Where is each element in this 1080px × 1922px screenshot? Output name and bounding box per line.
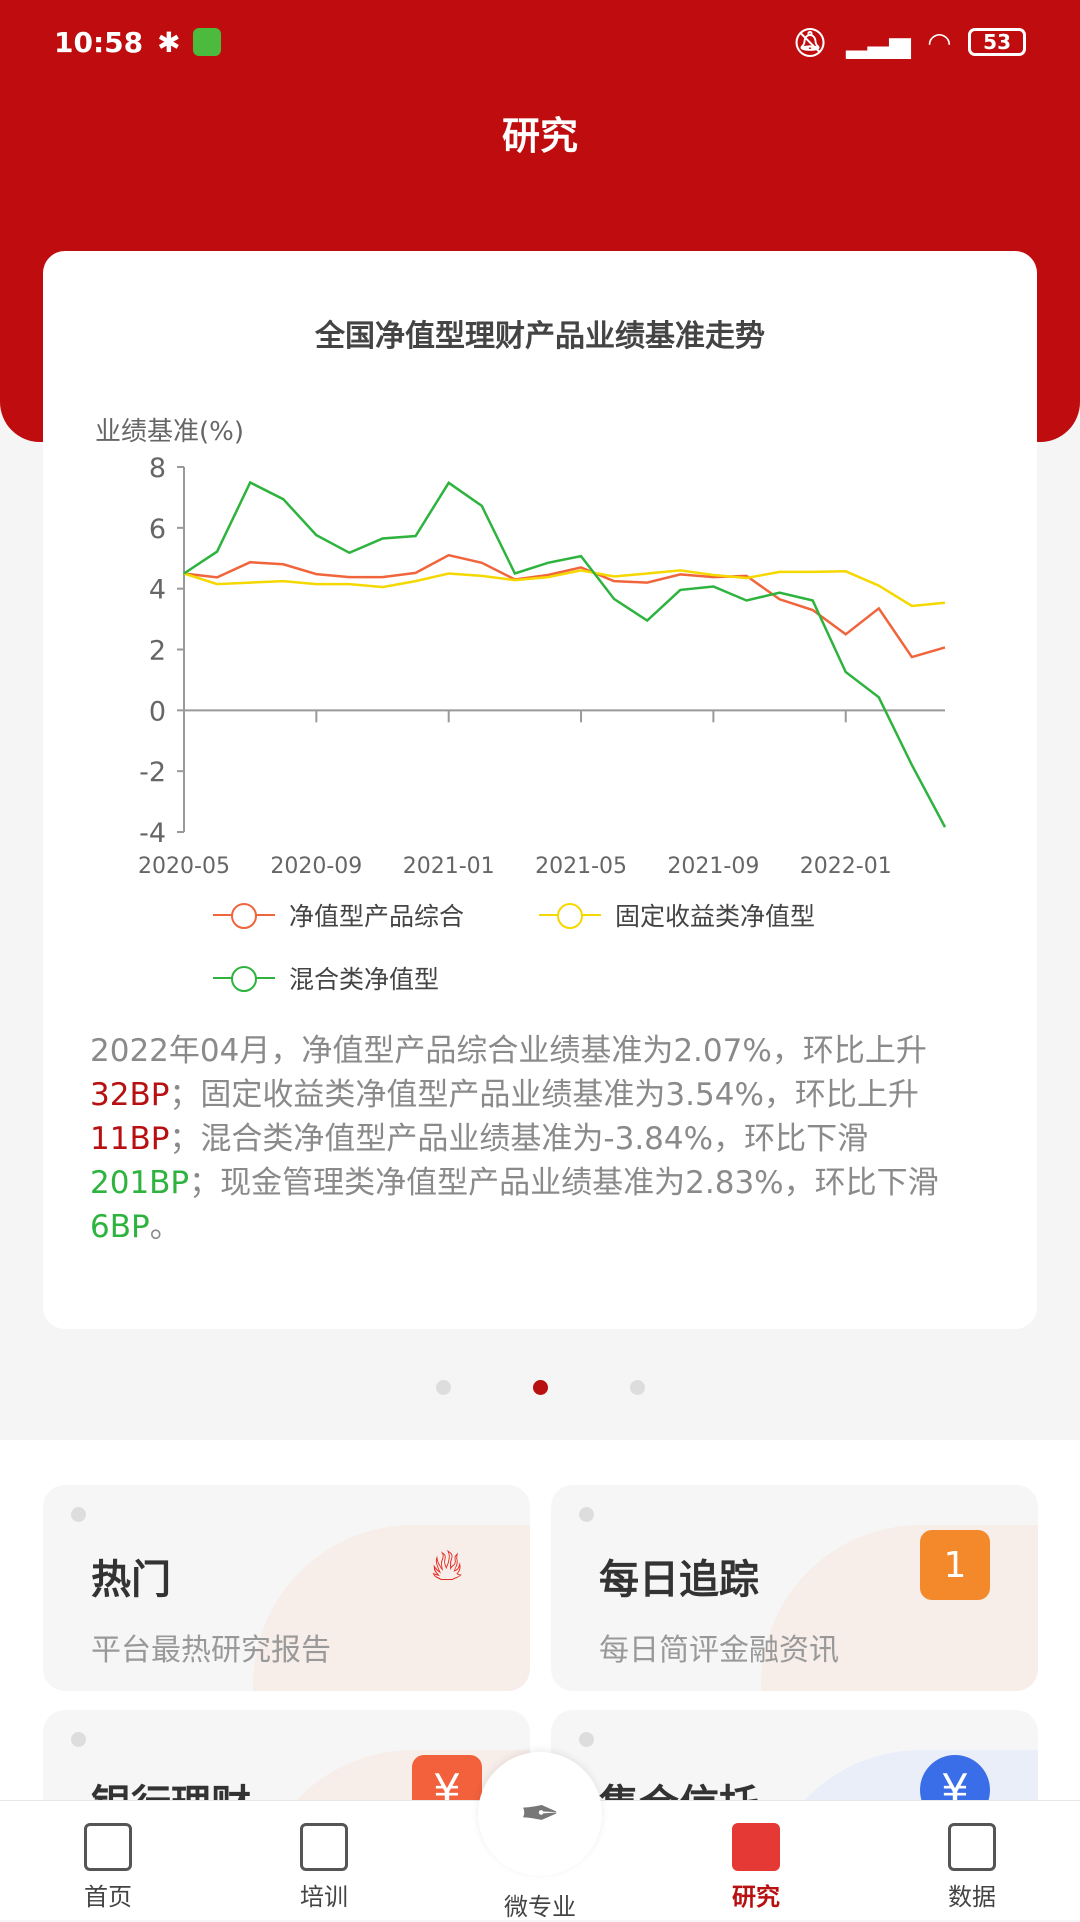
y-tick-label: 4 xyxy=(149,575,166,606)
pen-book-icon[interactable]: ✒ xyxy=(478,1752,602,1876)
x-tick-label: 2021-05 xyxy=(535,854,627,879)
tile-title: 热门 xyxy=(91,1547,171,1605)
mute-icon: 🔕︎ xyxy=(792,26,828,59)
carousel-dot-active[interactable] xyxy=(533,1380,548,1395)
y-tick-label: 0 xyxy=(149,696,166,727)
nav-home[interactable]: 首页 xyxy=(0,1801,216,1920)
x-tick-label: 2021-09 xyxy=(667,854,759,879)
legend-marker-icon xyxy=(213,964,275,992)
y-tick-label: 8 xyxy=(149,453,166,484)
legend-label: 固定收益类净值型 xyxy=(615,897,815,933)
battery-icon: 53 xyxy=(968,28,1026,56)
status-bar: 10:58 ✱ 🔕︎ ▂▃▅ ◠ 53 xyxy=(54,22,1026,62)
summary-part: 2022年04月，净值型产品综合业绩基准为2.07%，环比上升 xyxy=(90,1033,927,1069)
legend-item-1[interactable]: 固定收益类净值型 xyxy=(539,897,815,933)
dot xyxy=(71,1507,86,1522)
y-tick-label: -4 xyxy=(139,818,166,849)
change-value: 11BP xyxy=(90,1121,169,1157)
legend-item-0[interactable]: 净值型产品综合 xyxy=(213,897,464,933)
legend-marker-icon xyxy=(539,901,601,929)
legend-label: 混合类净值型 xyxy=(289,960,439,996)
tile-subtitle: 平台最热研究报告 xyxy=(91,1625,331,1669)
x-tick-label: 2020-05 xyxy=(138,854,230,879)
x-tick-label: 2022-01 xyxy=(800,854,892,879)
summary-part: ；现金管理类净值型产品业绩基准为2.83%，环比下滑 xyxy=(189,1165,938,1201)
nav-label: 数据 xyxy=(948,1883,996,1911)
app-notification-icon xyxy=(193,28,221,56)
y-tick-label: 2 xyxy=(149,636,166,667)
tile-title: 每日追踪 xyxy=(599,1547,759,1605)
nav-label: 研究 xyxy=(732,1883,780,1911)
change-value: 32BP xyxy=(90,1077,169,1113)
tile-hot[interactable]: 热门平台最热研究报告 🔥︎ xyxy=(43,1485,530,1691)
summary-part: 。 xyxy=(150,1209,181,1245)
dot xyxy=(579,1507,594,1522)
clock: 10:58 xyxy=(54,26,143,59)
page-title: 研究 xyxy=(0,105,1080,160)
calendar-icon: 1 xyxy=(920,1530,990,1600)
chart-trend-icon xyxy=(948,1823,996,1871)
nav-training[interactable]: 培训 xyxy=(216,1801,432,1920)
legend-label: 净值型产品综合 xyxy=(289,897,464,933)
carousel-dot[interactable] xyxy=(630,1380,645,1395)
tile-subtitle: 每日简评金融资讯 xyxy=(599,1625,839,1669)
nav-label: 微专业 xyxy=(504,1893,576,1921)
bluetooth-icon: ✱ xyxy=(157,26,180,59)
dot xyxy=(579,1732,594,1747)
carousel-dot[interactable] xyxy=(436,1380,451,1395)
nav-data[interactable]: 数据 xyxy=(864,1801,1080,1920)
nav-research[interactable]: 研究 xyxy=(648,1801,864,1920)
report-icon xyxy=(732,1823,780,1871)
fire-icon: 🔥︎ xyxy=(412,1530,482,1600)
change-value: 6BP xyxy=(90,1209,150,1245)
home-icon xyxy=(84,1823,132,1871)
change-value: 201BP xyxy=(90,1165,189,1201)
signal-icon: ▂▃▅ xyxy=(846,26,911,59)
series-line-1 xyxy=(184,570,945,606)
carousel-indicator xyxy=(0,1380,1080,1395)
wifi-icon: ◠ xyxy=(929,26,951,59)
legend-item-2[interactable]: 混合类净值型 xyxy=(213,960,439,996)
y-tick-label: -2 xyxy=(139,757,166,788)
series-line-2 xyxy=(184,483,945,828)
tile-daily[interactable]: 每日追踪每日简评金融资讯 1 xyxy=(551,1485,1038,1691)
summary-part: ；固定收益类净值型产品业绩基准为3.54%，环比上升 xyxy=(169,1077,918,1113)
book-icon xyxy=(300,1823,348,1871)
summary-text: 2022年04月，净值型产品综合业绩基准为2.07%，环比上升 32BP；固定收益… xyxy=(90,1029,990,1249)
x-tick-label: 2021-01 xyxy=(403,854,495,879)
x-tick-label: 2020-09 xyxy=(270,854,362,879)
nav-label: 首页 xyxy=(84,1883,132,1911)
summary-part: ；混合类净值型产品业绩基准为-3.84%，环比下滑 xyxy=(169,1121,868,1157)
nav-label: 培训 xyxy=(300,1883,348,1911)
dot xyxy=(71,1732,86,1747)
legend-marker-icon xyxy=(213,901,275,929)
y-tick-label: 6 xyxy=(149,514,166,545)
